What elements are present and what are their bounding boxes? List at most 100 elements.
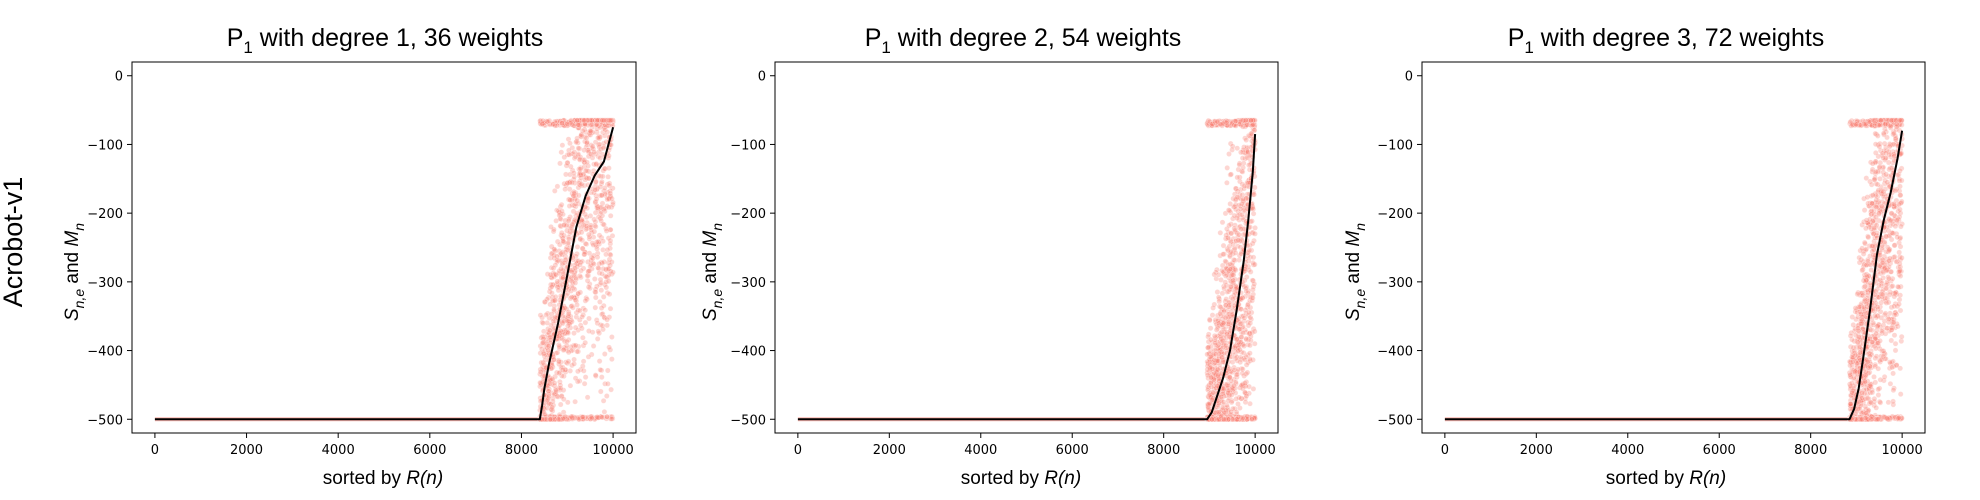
scatter-point (592, 276, 598, 282)
scatter-point (604, 129, 611, 135)
scatter-point (562, 314, 568, 320)
scatter-point (1896, 414, 1902, 421)
scatter-point (586, 235, 593, 242)
scatter-point (1883, 171, 1889, 178)
scatter-point (1220, 320, 1227, 327)
scatter-point (586, 268, 593, 274)
scatter-point (563, 171, 569, 178)
scatter-point (552, 122, 559, 129)
scatter-point (1859, 267, 1865, 274)
scatter-point (1232, 118, 1239, 124)
scatter-point (1222, 258, 1229, 265)
scatter-point (1880, 348, 1887, 354)
scatter-point (599, 311, 606, 317)
scatter-point (1850, 322, 1857, 328)
scatter-point (1208, 374, 1214, 381)
scatter-point (547, 271, 554, 278)
scatter-point (607, 117, 613, 124)
scatter-point (1247, 356, 1253, 362)
scatter-point (557, 222, 564, 229)
scatter-point (1878, 356, 1885, 363)
scatter-point (582, 240, 589, 247)
subplot-3: P1 with degree 3, 72 weights sorted by R… (1343, 24, 1824, 489)
scatter-point (557, 241, 563, 248)
scatter-point (1250, 210, 1257, 217)
scatter-point (1877, 175, 1883, 182)
scatter-point (1872, 130, 1879, 137)
scatter-point (1869, 160, 1876, 167)
scatter-point (548, 224, 554, 230)
subplot-2-ylabel: Sn,e and Mn (700, 223, 725, 321)
scatter-point (1224, 165, 1230, 171)
scatter-point (1234, 194, 1240, 201)
y-tick-label: −200 (730, 207, 766, 222)
scatter-point (578, 267, 584, 274)
scatter-point (1870, 320, 1876, 326)
scatter-point (547, 336, 554, 343)
scatter-point (1860, 277, 1867, 284)
scatter-point (1877, 376, 1884, 383)
scatter-point (606, 180, 613, 187)
scatter-point (1216, 298, 1222, 305)
scatter-point (1871, 374, 1877, 380)
scatter-point (580, 358, 587, 365)
scatter-point (539, 340, 546, 346)
scatter-point (1240, 366, 1246, 372)
scatter-point (556, 416, 562, 423)
scatter-point (577, 366, 584, 373)
scatter-point (1239, 370, 1246, 377)
scatter-point (1875, 392, 1882, 398)
scatter-point (1859, 416, 1866, 423)
scatter-point (1891, 201, 1897, 207)
scatter-point (1225, 288, 1232, 295)
scatter-point (582, 249, 588, 255)
scatter-point (556, 343, 563, 350)
scatter-point (1879, 291, 1886, 298)
scatter-point (548, 243, 555, 250)
scatter-point (1251, 281, 1257, 287)
scatter-point (1241, 343, 1247, 349)
scatter-point (1230, 279, 1237, 286)
scatter-point (1894, 217, 1900, 223)
scatter-point (585, 284, 592, 290)
scatter-point (1880, 155, 1886, 161)
scatter-point (572, 280, 579, 286)
x-tick-label: 2000 (1520, 443, 1553, 458)
scatter-point (558, 250, 565, 257)
scatter-point (560, 415, 566, 422)
scatter-point (1214, 289, 1221, 295)
scatter-point (1247, 314, 1254, 321)
scatter-point (563, 416, 570, 423)
scatter-point (1217, 304, 1224, 311)
scatter-point (548, 365, 555, 372)
scatter-point (1214, 357, 1221, 364)
scatter-point (1876, 210, 1882, 217)
scatter-point (572, 342, 579, 349)
scatter-point (565, 309, 572, 315)
scatter-point (567, 197, 574, 203)
scatter-point (580, 342, 587, 349)
scatter-point (1863, 225, 1869, 232)
scatter-point (554, 284, 561, 290)
scatter-point (563, 162, 570, 169)
scatter-point (563, 256, 569, 263)
scatter-point (571, 149, 578, 155)
scatter-point (1868, 399, 1874, 406)
scatter-point (609, 334, 615, 340)
scatter-point (1884, 415, 1890, 422)
scatter-point (1249, 240, 1256, 247)
scatter-point (1251, 237, 1257, 244)
scatter-point (1876, 143, 1883, 150)
scatter-point (539, 373, 546, 379)
scatter-point (561, 222, 567, 228)
scatter-point (562, 413, 568, 420)
scatter-point (576, 378, 583, 384)
scatter-point (1859, 245, 1865, 252)
scatter-point (1229, 147, 1235, 153)
scatter-point (581, 147, 587, 153)
scatter-point (603, 117, 609, 124)
scatter-point (590, 234, 597, 240)
scatter-point (1250, 277, 1256, 284)
scatter-point (551, 306, 557, 313)
scatter-point (605, 367, 611, 374)
